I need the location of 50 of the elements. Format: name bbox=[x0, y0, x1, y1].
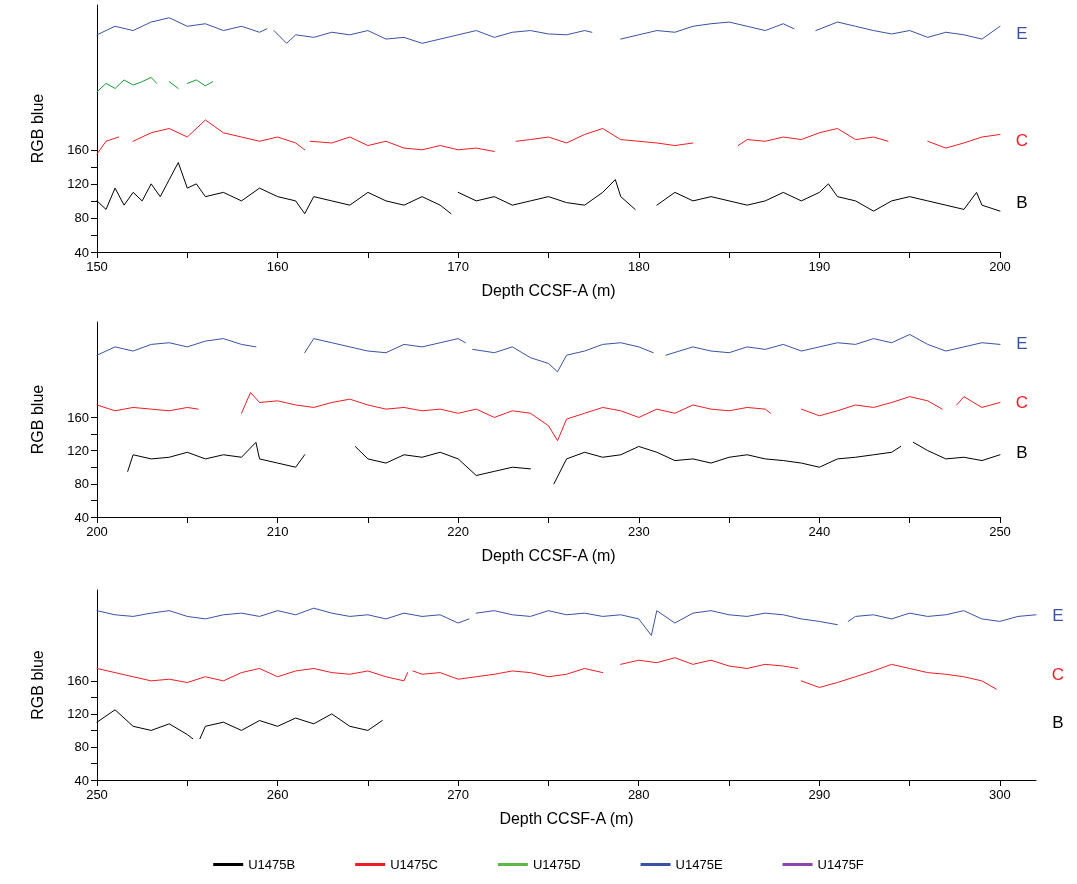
x-tick-label: 180 bbox=[627, 259, 650, 274]
x-axis-title: Depth CCSF-A (m) bbox=[499, 809, 634, 827]
x-axis-title: Depth CCSF-A (m) bbox=[481, 281, 616, 299]
y-tick-label: 80 bbox=[74, 210, 89, 226]
x-tick-label: 210 bbox=[266, 524, 289, 539]
x-tick-label: 230 bbox=[627, 524, 650, 539]
legend-label: U1475F bbox=[817, 857, 864, 872]
y-tick-label: 120 bbox=[67, 176, 89, 192]
text: C bbox=[1051, 665, 1065, 685]
x-tick-label: 260 bbox=[266, 787, 289, 802]
y-tick-label: 120 bbox=[67, 443, 89, 459]
y-tick-label: 160 bbox=[67, 673, 89, 689]
text: B bbox=[1016, 193, 1028, 213]
y-axis-title: RGB blue bbox=[28, 384, 46, 455]
y-tick-label: 40 bbox=[74, 244, 89, 260]
y-axis-title: RGB blue bbox=[28, 93, 46, 164]
x-tick-label: 300 bbox=[989, 787, 1011, 802]
y-tick-label: 120 bbox=[67, 706, 89, 722]
text: B bbox=[1052, 712, 1064, 732]
legend-label: U1475E bbox=[675, 857, 723, 872]
x-tick-label: 250 bbox=[989, 524, 1011, 539]
legend-label: U1475B bbox=[248, 857, 296, 872]
legend-label: U1475C bbox=[390, 857, 438, 872]
text: C bbox=[1015, 393, 1029, 413]
x-tick-label: 200 bbox=[86, 524, 108, 539]
y-tick-label: 80 bbox=[74, 739, 89, 755]
y-tick-label: 80 bbox=[74, 476, 89, 492]
text: E bbox=[1016, 23, 1028, 43]
text: B bbox=[1016, 443, 1028, 463]
x-tick-label: 220 bbox=[447, 524, 470, 539]
x-tick-label: 240 bbox=[808, 524, 831, 539]
y-tick-label: 40 bbox=[74, 509, 89, 525]
x-tick-label: 190 bbox=[808, 259, 831, 274]
y-axis-title: RGB blue bbox=[28, 650, 46, 720]
x-tick-label: 160 bbox=[266, 259, 289, 274]
text: E bbox=[1052, 606, 1064, 626]
y-tick-label: 160 bbox=[67, 142, 89, 158]
x-tick-label: 150 bbox=[86, 259, 108, 274]
x-tick-label: 250 bbox=[86, 787, 108, 802]
text: C bbox=[1015, 130, 1029, 150]
x-axis-title: Depth CCSF-A (m) bbox=[481, 546, 616, 564]
y-tick-label: 40 bbox=[74, 772, 89, 788]
y-tick-label: 160 bbox=[67, 409, 89, 425]
legend-label: U1475D bbox=[532, 857, 581, 872]
x-tick-label: 200 bbox=[989, 259, 1011, 274]
x-tick-label: 280 bbox=[627, 787, 650, 802]
x-tick-label: 170 bbox=[447, 259, 470, 274]
x-tick-label: 270 bbox=[447, 787, 470, 802]
text: E bbox=[1016, 333, 1028, 353]
x-tick-label: 290 bbox=[808, 787, 831, 802]
